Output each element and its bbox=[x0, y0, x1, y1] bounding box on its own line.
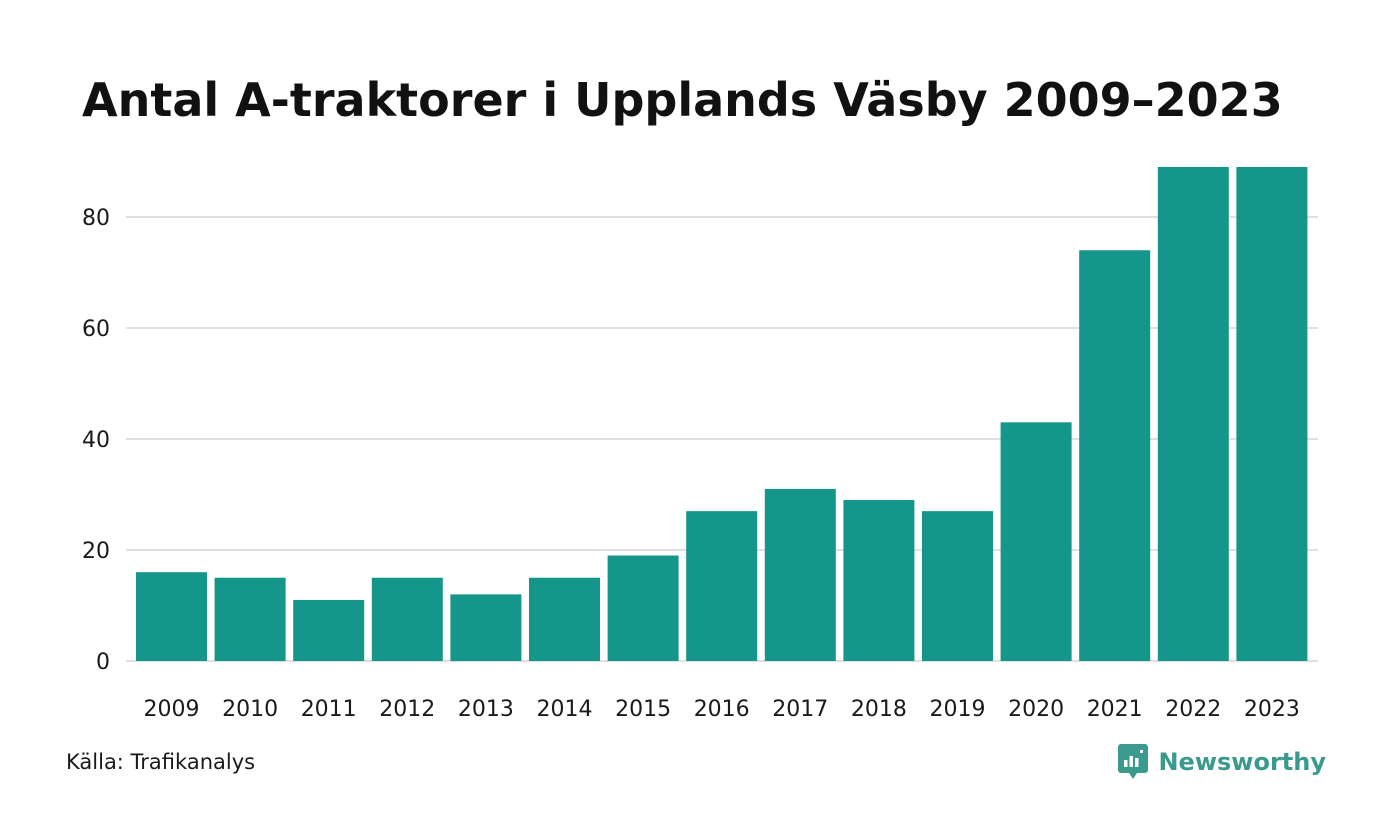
brand-logo[interactable]: Newsworthy bbox=[1118, 744, 1326, 780]
y-axis-labels: 0 20 40 60 80 bbox=[82, 206, 110, 675]
bar-2013[interactable] bbox=[450, 594, 522, 661]
x-tick-label: 2020 bbox=[1008, 697, 1064, 722]
y-tick-label: 20 bbox=[82, 539, 110, 564]
x-tick-label: 2014 bbox=[537, 697, 593, 722]
x-axis-labels: 2009 2010 2011 2012 2013 2014 2015 2016 2017 2018… bbox=[144, 697, 1300, 722]
x-tick-label: 2019 bbox=[930, 697, 986, 722]
x-tick-label: 2013 bbox=[458, 697, 514, 722]
bar-2022[interactable] bbox=[1157, 167, 1229, 661]
bar-2023[interactable] bbox=[1236, 167, 1308, 661]
x-tick-label: 2015 bbox=[615, 697, 671, 722]
x-tick-label: 2009 bbox=[144, 697, 200, 722]
y-tick-label: 60 bbox=[82, 317, 110, 342]
bar-2020[interactable] bbox=[1000, 422, 1072, 661]
bar-2010[interactable] bbox=[214, 577, 286, 661]
bar-2009[interactable] bbox=[136, 572, 207, 661]
brand-name: Newsworthy bbox=[1158, 748, 1326, 776]
chart-title: Antal A-traktorer i Upplands Väsby 2009–… bbox=[82, 73, 1283, 127]
bars bbox=[136, 167, 1308, 661]
x-tick-label: 2018 bbox=[851, 697, 907, 722]
bar-2015[interactable] bbox=[607, 555, 679, 661]
x-tick-label: 2017 bbox=[772, 697, 828, 722]
source-note: Källa: Trafikanalys bbox=[66, 750, 256, 774]
bar-2019[interactable] bbox=[922, 511, 993, 661]
y-tick-label: 80 bbox=[82, 206, 110, 231]
x-tick-label: 2022 bbox=[1165, 697, 1221, 722]
bar-2018[interactable] bbox=[843, 500, 915, 661]
bar-2012[interactable] bbox=[371, 577, 443, 661]
x-tick-label: 2011 bbox=[301, 697, 357, 722]
bar-2011[interactable] bbox=[293, 599, 365, 661]
newsworthy-logo-icon bbox=[1118, 744, 1149, 779]
bar-2021[interactable] bbox=[1079, 250, 1151, 661]
bar-2014[interactable] bbox=[529, 577, 600, 661]
y-tick-label: 0 bbox=[96, 650, 110, 675]
x-tick-label: 2021 bbox=[1087, 697, 1143, 722]
bar-2016[interactable] bbox=[686, 511, 758, 661]
y-tick-label: 40 bbox=[82, 428, 110, 453]
bar-2017[interactable] bbox=[764, 488, 836, 661]
x-tick-label: 2023 bbox=[1244, 697, 1300, 722]
x-tick-label: 2016 bbox=[694, 697, 750, 722]
x-tick-label: 2010 bbox=[222, 697, 278, 722]
x-tick-label: 2012 bbox=[379, 697, 435, 722]
